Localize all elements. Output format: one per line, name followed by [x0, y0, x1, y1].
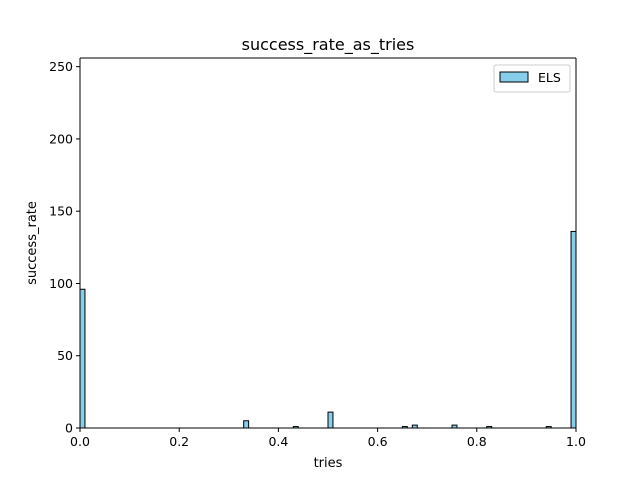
x-ticks-group: 0.0 0.2 0.4 0.6 0.8 1.0: [70, 428, 586, 449]
histogram-bar: [243, 420, 250, 429]
histogram-bar: [79, 288, 86, 429]
y-tick-label: 100: [49, 276, 73, 291]
legend-swatch-els: [499, 71, 529, 83]
x-tick-label: 0.8: [467, 434, 487, 449]
x-tick-label: 1.0: [566, 434, 586, 449]
x-tick-label: 0.6: [368, 434, 388, 449]
histogram-bar: [570, 230, 577, 429]
y-tick-label: 200: [49, 131, 73, 146]
chart-title: success_rate_as_tries: [242, 35, 415, 55]
x-tick-label: 0.4: [268, 434, 288, 449]
x-tick-label: 0.2: [169, 434, 189, 449]
y-tick-label: 150: [49, 204, 73, 219]
legend-label-els: ELS: [538, 70, 561, 85]
y-tick-label: 50: [57, 348, 73, 363]
y-tick-label: 0: [65, 421, 73, 436]
axes-group: [79, 57, 577, 429]
histogram-bar: [327, 411, 334, 429]
legend: ELS: [493, 64, 571, 93]
x-tick-label: 0.0: [70, 434, 90, 449]
y-axis-label: success_rate: [25, 201, 40, 285]
y-tick-label: 250: [49, 59, 73, 74]
plot-area: [80, 58, 576, 428]
x-axis-label: tries: [314, 456, 343, 471]
y-ticks-group: 0 50 100 150 200 250: [49, 59, 80, 436]
